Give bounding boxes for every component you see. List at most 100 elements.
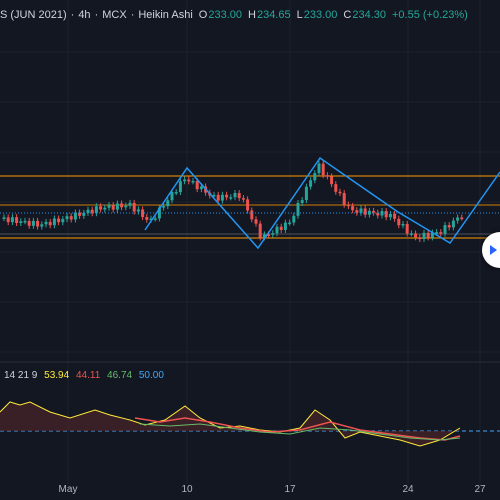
candle-body [241,198,245,200]
indicator-params[interactable]: 14 21 9 [4,370,38,381]
candle-body [27,220,31,226]
candle-body [120,203,124,208]
candle-body [220,194,224,201]
candle-body [69,216,73,220]
candle-body [73,212,77,220]
candle-body [355,210,359,213]
candle-body [216,194,220,201]
candle-body [288,222,292,225]
zigzag-pattern-drawing[interactable] [144,156,500,250]
candle-body [388,213,392,218]
candle-body [61,219,65,223]
candle-body [107,205,111,208]
indicator-legend: 14 21 9 53.94 44.11 46.74 50.00 [4,370,168,381]
interval[interactable]: 4h [78,9,91,21]
candle-body [2,217,6,219]
close-value: 234.30 [352,9,386,21]
candle-body [304,186,308,201]
candle-body [250,210,254,220]
oscillator-line [0,401,461,447]
candle-body [99,206,103,210]
symbol-name[interactable]: S (JUN 2021) [0,9,67,21]
candle-body [426,232,430,238]
exchange: MCX [102,9,127,21]
candle-body [78,212,82,216]
vertical-gridlines [67,0,481,484]
candle-body [115,203,119,210]
candle-body [351,206,355,211]
separator: · [94,9,99,21]
candle-body [178,181,182,193]
time-axis-label: 17 [284,484,296,495]
low-value: 233.00 [303,9,338,21]
candle-body [292,215,296,223]
candle-body [443,225,447,234]
candle-body [183,179,187,182]
candle-body [346,204,350,207]
candle-body [321,163,325,176]
candle-body [191,180,195,183]
candle-body [338,191,342,194]
oscillator-fill [0,402,460,446]
time-axis-label: 24 [402,484,414,495]
candle-body [65,216,69,220]
candle-body [418,237,422,240]
separator: · [70,9,75,21]
candle-body [195,180,199,190]
chart-type[interactable]: Heikin Ashi [138,9,193,21]
candle-body [300,200,304,203]
candle-body [233,193,237,198]
candle-body [430,232,434,238]
candlesticks [2,160,464,243]
candle-body [225,194,229,198]
candle-body [414,233,418,238]
indicator-value-2: 44.11 [75,370,101,381]
time-axis-label: 10 [181,484,193,495]
candle-body [19,221,23,223]
candle-body [136,209,140,212]
change-value: +0.55 (+0.23%) [392,9,468,21]
close-label: C [343,9,352,21]
candle-body [296,202,300,216]
oscillator-pane [0,401,500,447]
candle-body [187,179,191,182]
signal-line-red [134,417,461,441]
candle-body [166,200,170,207]
indicator-value-1: 53.94 [44,370,70,381]
time-axis[interactable]: May 10 17 24 27 [0,484,500,500]
candle-body [254,219,258,224]
candle-body [401,223,405,226]
candle-body [103,207,107,210]
indicator-value-4: 50.00 [138,370,164,381]
candle-body [212,194,216,197]
candle-body [111,205,115,210]
candle-body [262,234,266,238]
candle-body [405,223,409,234]
time-axis-label: May [58,484,78,495]
time-axis-label: 27 [474,484,486,495]
candle-body [6,217,10,223]
open-value: 233.00 [208,9,242,21]
candle-body [397,218,401,226]
candle-body [456,217,460,221]
candle-body [359,208,363,213]
candle-body [275,226,279,234]
horizontal-gridlines [0,51,500,353]
scroll-to-realtime-button[interactable] [482,232,500,268]
candle-body [145,217,149,220]
candle-body [309,180,313,187]
chevron-right-icon [489,245,497,255]
candle-body [199,186,203,190]
candle-body [334,184,338,192]
candle-body [317,163,321,174]
candle-body [246,199,250,211]
candle-body [267,234,271,236]
candle-body [451,220,455,228]
candle-body [271,233,275,235]
candle-body [90,209,94,214]
candle-body [48,221,52,226]
candle-body [393,213,397,219]
candle-body [132,202,136,212]
